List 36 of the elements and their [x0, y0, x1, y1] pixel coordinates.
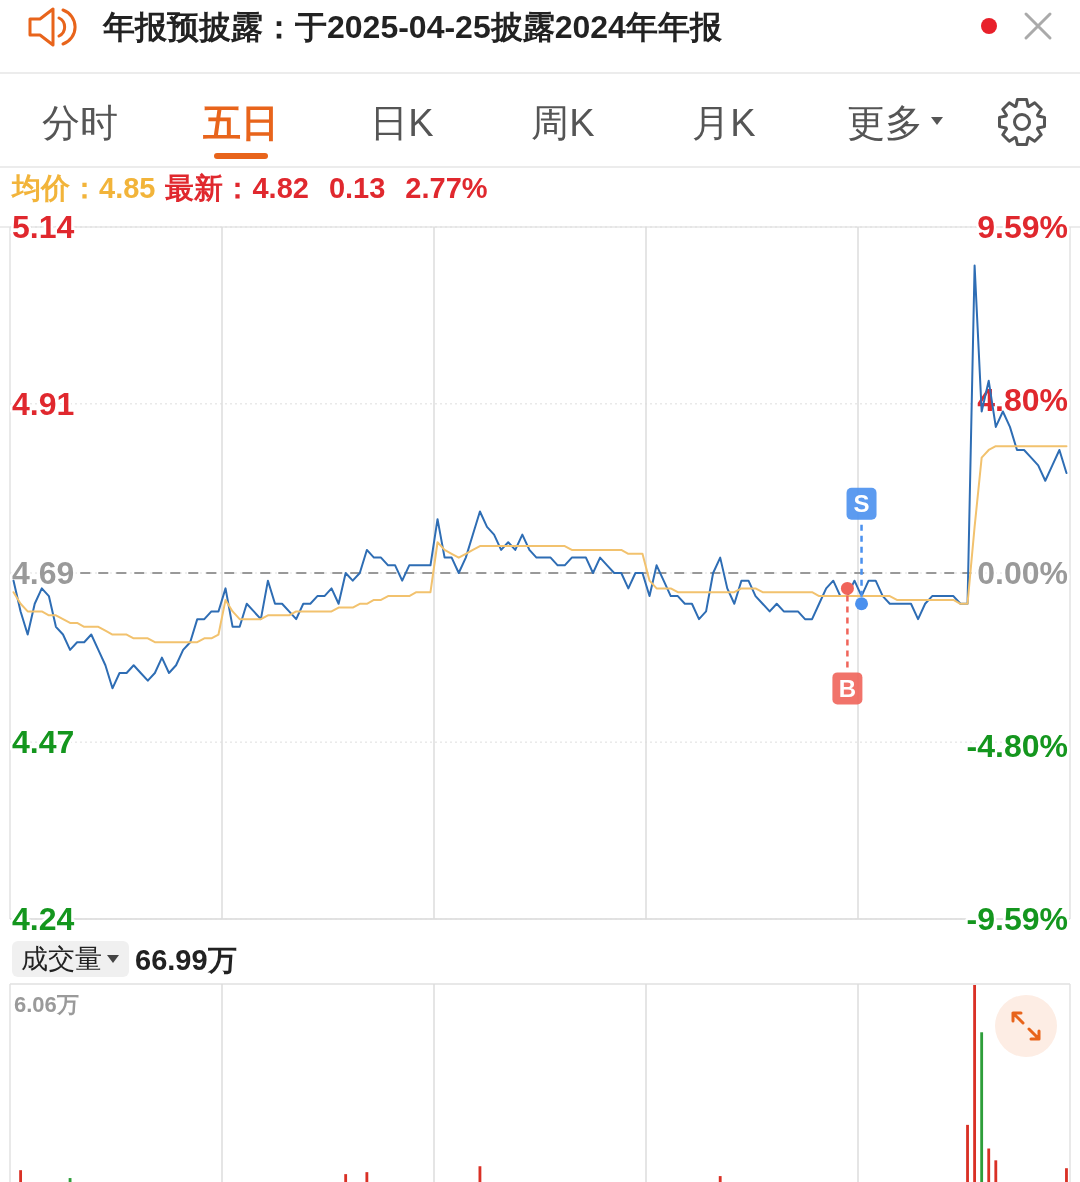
line-series	[12, 445, 1068, 644]
y2-tick-label: -9.59%	[966, 901, 1068, 937]
y-tick-label: 4.24	[12, 901, 75, 937]
bar	[365, 1172, 369, 1182]
text: 最新：4.82	[164, 172, 309, 204]
bar	[994, 1160, 998, 1182]
text: B	[838, 674, 857, 702]
bar	[966, 1124, 969, 1182]
text: 分时	[42, 102, 118, 144]
bar	[1065, 1168, 1068, 1182]
text: 0.13	[328, 172, 386, 204]
chart-title: 成交量	[21, 944, 102, 974]
text: 周K	[531, 102, 595, 144]
chart-subtitle: 66.99万	[135, 944, 237, 976]
text: 更多	[847, 102, 923, 144]
text: 日K	[370, 102, 434, 144]
bar	[344, 1174, 348, 1182]
y-tick-label: 4.91	[12, 385, 75, 422]
text: 均价：4.85	[10, 172, 156, 204]
y2-tick-label: 0.00%	[977, 555, 1068, 591]
text: 月K	[692, 102, 756, 144]
y-tick-label: 5.14	[12, 209, 75, 245]
annotation: 6.06万	[14, 992, 79, 1017]
bar	[19, 1170, 23, 1182]
bar	[718, 1176, 722, 1182]
y2-tick-label: -4.80%	[966, 728, 1068, 765]
bar	[973, 985, 977, 1182]
text: 五日	[203, 102, 279, 144]
y-tick-label: 4.47	[12, 724, 75, 761]
y2-tick-label: 9.59%	[977, 209, 1068, 245]
text: 2.77%	[405, 172, 488, 204]
text: 年报预披露：于2025-04-25披露2024年年报	[102, 9, 723, 45]
bar	[980, 1032, 984, 1182]
bar	[987, 1148, 991, 1182]
y-tick-label: 4.69	[12, 555, 75, 591]
text: S	[853, 490, 870, 518]
